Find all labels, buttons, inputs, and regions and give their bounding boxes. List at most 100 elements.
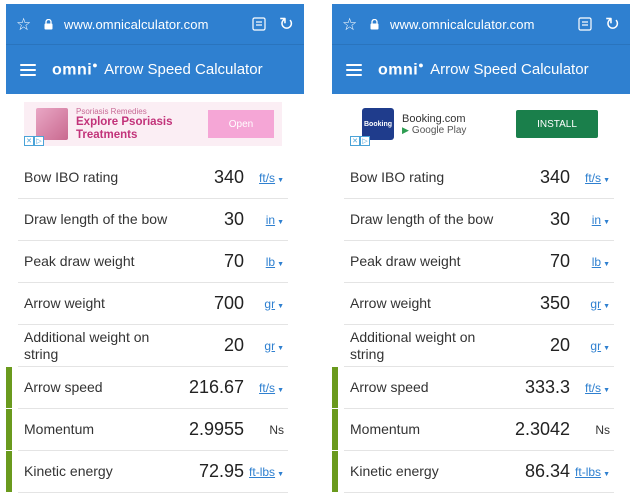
result-row-kinetic-energy: Kinetic energy 72.95 ft-lbs ▼ — [6, 451, 288, 493]
caret-down-icon: ▼ — [277, 218, 284, 226]
field-label: Peak draw weight — [350, 253, 461, 269]
caret-down-icon: ▼ — [603, 470, 610, 478]
unit-selector[interactable]: ft/s ▼ — [585, 170, 610, 185]
app-header: omni● Arrow Speed Calculator — [6, 44, 304, 94]
field-row-peak-draw-weight: Peak draw weight 70 lb ▼ — [18, 241, 288, 283]
caret-down-icon: ▼ — [277, 302, 284, 310]
field-value-input[interactable]: 700 — [213, 293, 244, 313]
field-value-input[interactable]: 70 — [549, 251, 570, 271]
google-play-icon: ▶ — [402, 124, 409, 135]
hamburger-menu-icon[interactable] — [20, 63, 36, 76]
ad-choices-icon[interactable]: ▷ — [360, 136, 370, 146]
field-value-input[interactable]: 340 — [213, 167, 244, 187]
caret-down-icon: ▼ — [603, 302, 610, 310]
calculator-fields: Bow IBO rating 340 ft/s ▼ Draw length of … — [332, 157, 630, 493]
page-title: Arrow Speed Calculator — [104, 61, 263, 78]
unit-selector[interactable]: ft/s ▼ — [259, 380, 284, 395]
result-value[interactable]: 72.95 — [198, 461, 244, 481]
field-label: Draw length of the bow — [24, 211, 168, 227]
field-value-input[interactable]: 20 — [223, 335, 244, 355]
app-header: omni● Arrow Speed Calculator — [332, 44, 630, 94]
ad-banner[interactable]: Psoriasis Remedies Explore Psoriasis Tre… — [24, 102, 282, 146]
unit-selector[interactable]: ft-lbs ▼ — [575, 464, 610, 479]
lock-icon — [366, 18, 382, 30]
unit-selector[interactable]: in ▼ — [265, 212, 284, 227]
ad-close-icon[interactable]: ✕ — [24, 136, 34, 146]
field-label: Additional weight on string — [24, 328, 150, 362]
field-row-peak-draw-weight: Peak draw weight 70 lb ▼ — [344, 241, 614, 283]
unit-selector[interactable]: gr ▼ — [264, 338, 284, 353]
result-value[interactable]: 333.3 — [524, 377, 570, 397]
field-label: Bow IBO rating — [350, 169, 445, 185]
field-row-draw-length: Draw length of the bow 30 in ▼ — [344, 199, 614, 241]
ad-choices-icon[interactable]: ▷ — [34, 136, 44, 146]
result-row-arrow-speed: Arrow speed 216.67 ft/s ▼ — [6, 367, 288, 409]
field-row-additional-weight: Additional weight on string 20 gr ▼ — [18, 325, 288, 367]
field-row-draw-length: Draw length of the bow 30 in ▼ — [18, 199, 288, 241]
field-value-input[interactable]: 70 — [223, 251, 244, 271]
field-label: Arrow speed — [24, 379, 103, 395]
reload-icon[interactable]: ↻ — [604, 13, 620, 34]
page-title: Arrow Speed Calculator — [430, 61, 589, 78]
field-value-input[interactable]: 30 — [223, 209, 244, 229]
unit-selector[interactable]: gr ▼ — [264, 296, 284, 311]
ad-headline: Booking.com — [402, 112, 466, 125]
ad-banner[interactable]: Booking Booking.com ▶ Google Play INSTALL… — [350, 102, 608, 146]
unit-selector[interactable]: ft/s ▼ — [585, 380, 610, 395]
tabs-icon[interactable] — [574, 17, 596, 31]
caret-down-icon: ▼ — [603, 176, 610, 184]
tabs-icon[interactable] — [248, 17, 270, 31]
ad-close-icon[interactable]: ✕ — [350, 136, 360, 146]
unit-selector[interactable]: ft/s ▼ — [259, 170, 284, 185]
field-label: Kinetic energy — [350, 463, 439, 479]
field-label: Arrow weight — [350, 295, 431, 311]
brand-logo[interactable]: omni● — [52, 59, 99, 79]
star-outline-icon[interactable]: ☆ — [16, 14, 32, 34]
field-row-arrow-weight: Arrow weight 700 gr ▼ — [18, 283, 288, 325]
star-outline-icon[interactable]: ☆ — [342, 14, 358, 34]
calculator-fields: Bow IBO rating 340 ft/s ▼ Draw length of … — [6, 157, 304, 493]
field-label: Momentum — [24, 421, 95, 437]
unit-selector[interactable]: lb ▼ — [265, 254, 284, 269]
unit-selector[interactable]: gr ▼ — [590, 338, 610, 353]
url-text[interactable]: www.omnicalculator.com — [64, 16, 209, 32]
field-value-input[interactable]: 30 — [549, 209, 570, 229]
field-value-input[interactable]: 350 — [539, 293, 570, 313]
ad-app-icon: Booking — [362, 108, 394, 140]
unit-selector[interactable]: gr ▼ — [590, 296, 610, 311]
caret-down-icon: ▼ — [277, 470, 284, 478]
phone-screen-left: ☆ www.omnicalculator.com ↻ omni● Arrow S… — [6, 4, 304, 496]
field-value-input[interactable]: 20 — [549, 335, 570, 355]
brand-logo[interactable]: omni● — [378, 59, 425, 79]
ad-thumbnail — [36, 108, 68, 140]
url-text[interactable]: www.omnicalculator.com — [390, 16, 535, 32]
result-value[interactable]: 216.67 — [188, 377, 244, 397]
caret-down-icon: ▼ — [603, 386, 610, 394]
field-label: Kinetic energy — [24, 463, 113, 479]
result-value[interactable]: 2.9955 — [188, 419, 244, 439]
hamburger-menu-icon[interactable] — [346, 63, 362, 76]
field-row-arrow-weight: Arrow weight 350 gr ▼ — [344, 283, 614, 325]
result-value[interactable]: 86.34 — [524, 461, 570, 481]
ad-open-button[interactable]: Open — [208, 110, 274, 138]
ad-install-button[interactable]: INSTALL — [516, 110, 598, 138]
field-row-additional-weight: Additional weight on string 20 gr ▼ — [344, 325, 614, 367]
field-value-input[interactable]: 340 — [539, 167, 570, 187]
field-label: Momentum — [350, 421, 421, 437]
unit-label: Ns — [269, 422, 284, 437]
result-row-momentum: Momentum 2.3042 Ns — [332, 409, 614, 451]
caret-down-icon: ▼ — [277, 386, 284, 394]
caret-down-icon: ▼ — [277, 344, 284, 352]
unit-selector[interactable]: lb ▼ — [591, 254, 610, 269]
unit-selector[interactable]: in ▼ — [591, 212, 610, 227]
result-row-kinetic-energy: Kinetic energy 86.34 ft-lbs ▼ — [332, 451, 614, 493]
caret-down-icon: ▼ — [277, 260, 284, 268]
result-value[interactable]: 2.3042 — [514, 419, 570, 439]
result-row-arrow-speed: Arrow speed 333.3 ft/s ▼ — [332, 367, 614, 409]
field-row-bow-ibo-rating: Bow IBO rating 340 ft/s ▼ — [344, 157, 614, 199]
field-label: Additional weight on string — [350, 328, 476, 362]
unit-selector[interactable]: ft-lbs ▼ — [249, 464, 284, 479]
field-label: Peak draw weight — [24, 253, 135, 269]
caret-down-icon: ▼ — [603, 344, 610, 352]
reload-icon[interactable]: ↻ — [278, 13, 294, 34]
